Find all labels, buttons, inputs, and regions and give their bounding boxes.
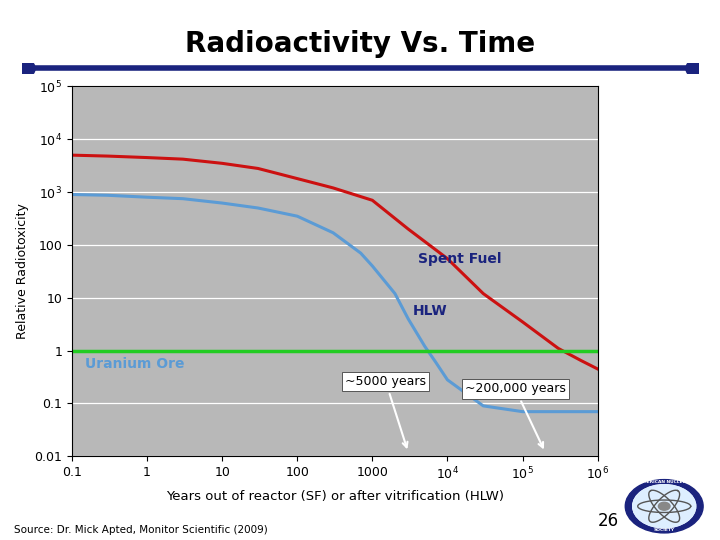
Text: ~200,000 years: ~200,000 years xyxy=(465,382,566,448)
Circle shape xyxy=(633,485,696,528)
Text: Source: Dr. Mick Apted, Monitor Scientific (2009): Source: Dr. Mick Apted, Monitor Scientif… xyxy=(14,524,268,535)
Text: HLW: HLW xyxy=(413,305,448,319)
Circle shape xyxy=(625,480,703,533)
Y-axis label: Relative Radiotoxicity: Relative Radiotoxicity xyxy=(16,204,29,339)
Text: ~5000 years: ~5000 years xyxy=(345,375,426,447)
Text: Spent Fuel: Spent Fuel xyxy=(418,252,501,266)
Text: Uranium Ore: Uranium Ore xyxy=(85,357,185,372)
X-axis label: Years out of reactor (SF) or after vitrification (HLW): Years out of reactor (SF) or after vitri… xyxy=(166,490,504,503)
Circle shape xyxy=(658,502,670,510)
Text: SOCIETY: SOCIETY xyxy=(654,528,675,532)
Circle shape xyxy=(633,485,696,528)
Text: 26: 26 xyxy=(598,512,619,530)
Text: Radioactivity Vs. Time: Radioactivity Vs. Time xyxy=(185,30,535,58)
Text: AMERICAN NUCLEAR: AMERICAN NUCLEAR xyxy=(639,481,689,484)
